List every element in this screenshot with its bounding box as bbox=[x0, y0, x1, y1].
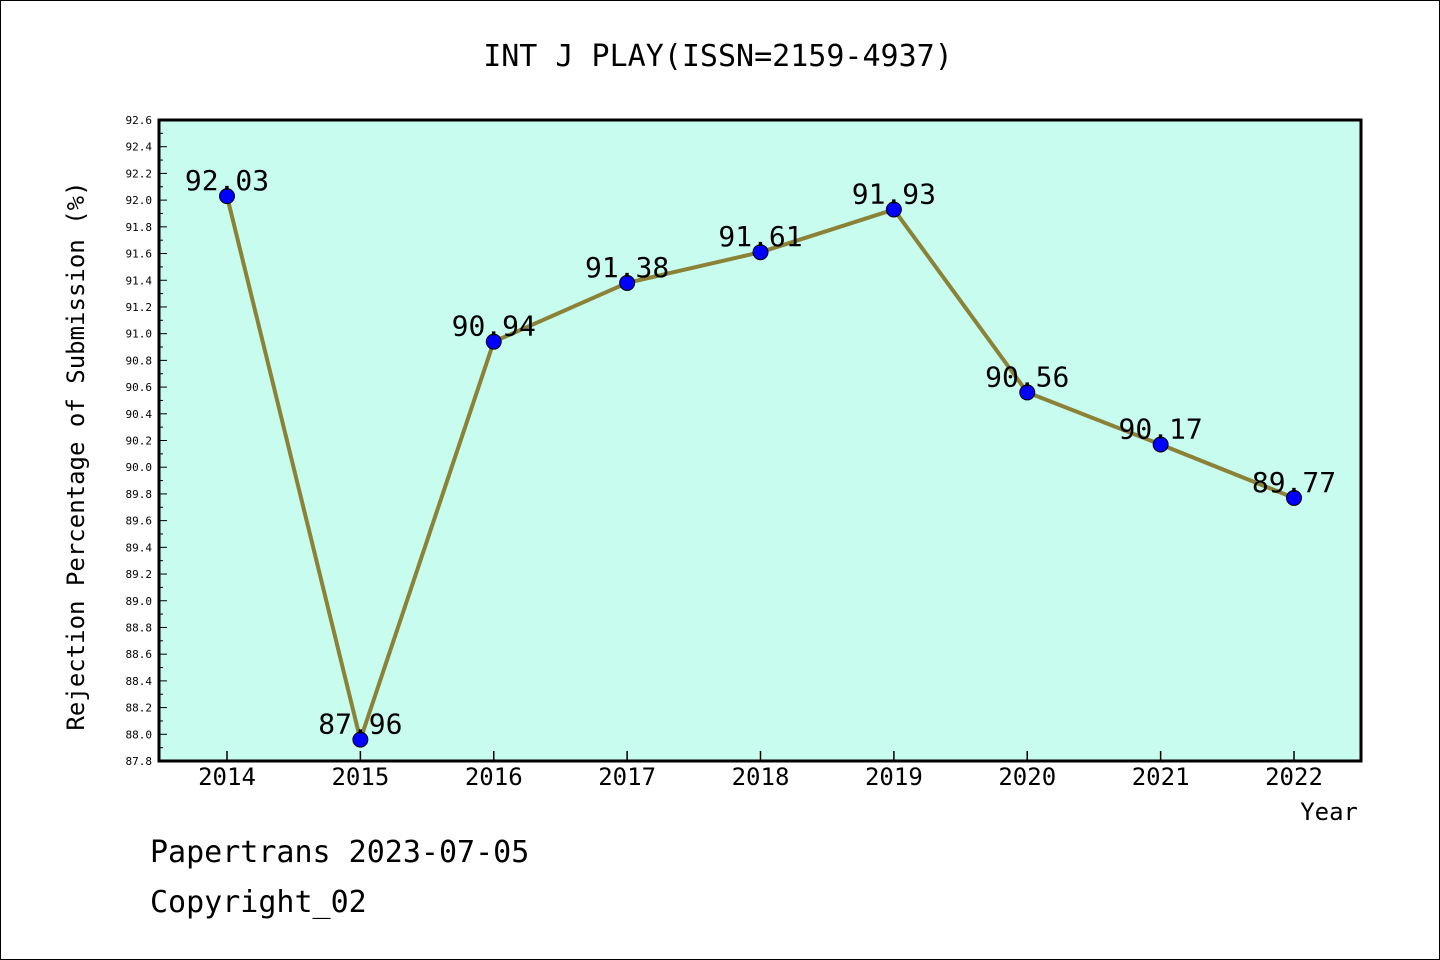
x-tick-label: 2022 bbox=[1265, 763, 1323, 791]
x-tick-label: 2016 bbox=[465, 763, 523, 791]
y-tick-label: 88.6 bbox=[126, 648, 153, 661]
y-tick-label: 87.8 bbox=[126, 755, 153, 768]
data-point bbox=[1152, 436, 1169, 453]
y-tick-label: 90.0 bbox=[126, 461, 153, 474]
y-tick-label: 88.0 bbox=[126, 728, 153, 741]
y-tick-label: 91.0 bbox=[126, 328, 153, 341]
data-point bbox=[352, 731, 369, 748]
x-tick-label: 2019 bbox=[865, 763, 923, 791]
x-tick-label: 2018 bbox=[732, 763, 790, 791]
y-tick-label: 91.8 bbox=[126, 221, 153, 234]
data-label: 91.38 bbox=[585, 251, 669, 284]
data-point bbox=[485, 333, 502, 350]
data-label: 90.56 bbox=[985, 360, 1069, 393]
data-point bbox=[1019, 384, 1036, 401]
data-label: 90.17 bbox=[1118, 413, 1202, 446]
x-tick-label: 2014 bbox=[198, 763, 256, 791]
data-label: 91.93 bbox=[852, 177, 936, 210]
y-tick-label: 92.2 bbox=[126, 167, 153, 180]
y-tick-label: 90.2 bbox=[126, 435, 153, 448]
y-tick-label: 89.0 bbox=[126, 595, 153, 608]
y-tick-label: 89.8 bbox=[126, 488, 153, 501]
data-label: 90.94 bbox=[452, 310, 536, 343]
data-labels: 92.03 87.96 90.94 91.38 91.61 91.93 90.56 90.17… bbox=[185, 164, 1336, 741]
y-axis: 87.8 88.0 88.2 88.4 88.6 88.8 89.0 89.2 89.4 89.6… bbox=[126, 114, 167, 768]
y-tick-label: 91.4 bbox=[126, 274, 153, 287]
footer-source: Papertrans 2023-07-05 bbox=[150, 835, 530, 870]
data-label: 91.61 bbox=[718, 220, 802, 253]
data-point bbox=[219, 188, 235, 205]
y-tick-label: 92.0 bbox=[126, 194, 153, 207]
x-tick-label: 2021 bbox=[1132, 763, 1190, 791]
y-tick-label: 88.4 bbox=[126, 675, 153, 688]
data-point bbox=[885, 201, 902, 218]
y-tick-label: 89.4 bbox=[126, 541, 153, 554]
x-axis: 2014 2015 2016 2017 2018 2019 2020 2021 2022 bbox=[198, 751, 1323, 791]
x-tick-label: 2017 bbox=[598, 763, 656, 791]
y-tick-label: 88.2 bbox=[126, 702, 153, 715]
y-tick-label: 89.2 bbox=[126, 568, 153, 581]
y-tick-label: 91.2 bbox=[126, 301, 153, 314]
y-tick-label: 92.4 bbox=[126, 141, 153, 154]
data-label: 89.77 bbox=[1252, 466, 1336, 499]
x-tick-label: 2015 bbox=[331, 763, 389, 791]
y-tick-label: 90.6 bbox=[126, 381, 153, 394]
data-point bbox=[752, 244, 769, 261]
y-tick-label: 90.4 bbox=[126, 408, 153, 421]
data-label: 92.03 bbox=[185, 164, 269, 197]
x-tick-label: 2020 bbox=[998, 763, 1056, 791]
footer-copyright: Copyright_02 bbox=[150, 885, 367, 920]
y-tick-label: 90.8 bbox=[126, 354, 153, 367]
y-tick-label: 89.6 bbox=[126, 515, 153, 528]
series-markers bbox=[219, 188, 1302, 748]
y-tick-label: 92.6 bbox=[126, 114, 153, 127]
data-point bbox=[1286, 489, 1302, 506]
data-label: 87.96 bbox=[318, 708, 402, 741]
chart-title: INT J PLAY(ISSN=2159-4937) bbox=[483, 39, 953, 74]
y-tick-label: 88.8 bbox=[126, 621, 153, 634]
data-point bbox=[619, 274, 636, 291]
y-tick-label: 91.6 bbox=[126, 248, 153, 261]
x-axis-label: Year bbox=[1300, 798, 1358, 826]
y-axis-label: Rejection Percentage of Submission (%) bbox=[62, 181, 90, 730]
